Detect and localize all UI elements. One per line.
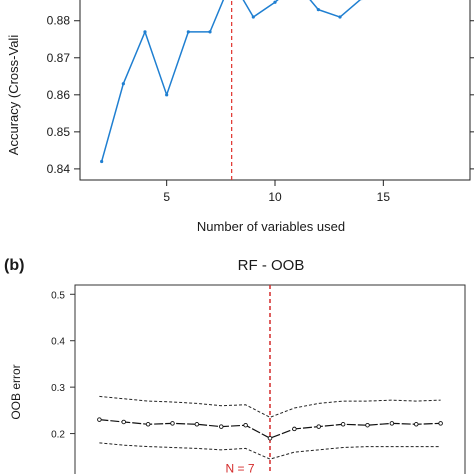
panel-b-y-axis: 0.50.40.30.20.1: [51, 290, 75, 441]
panel-a-data-point: [121, 82, 125, 86]
panel-b-data-point: [121, 419, 126, 425]
panel-b-y-tick-label: 0.5: [51, 290, 65, 301]
panel-b-mean-line: [99, 419, 441, 439]
panel-b-y-tick-label: 0.2: [51, 430, 65, 441]
panel-b-y-tick-label: 0.3: [51, 383, 65, 394]
panel-a-y-axis: 0.84 0.85 0.86 0.87 0.88: [47, 14, 474, 176]
panel-a-x-tick-label: 5: [163, 190, 170, 204]
panel-a-x-tick-label: 15: [377, 190, 391, 204]
panel-b-data-point: [145, 422, 151, 427]
panel-a-y-tick-label: 0.86: [47, 88, 71, 102]
panel-a-y-tick-label: 0.87: [47, 51, 71, 65]
panel-a-data-point: [143, 30, 147, 34]
panel-b-data-point: [194, 422, 200, 427]
panel-b-y-axis-label: OOB error: [9, 364, 23, 419]
panel-b-annotation: N = 7: [225, 461, 254, 474]
panel-a-accuracy-series: [100, 0, 363, 164]
panel-a-y-tick-label: 0.84: [47, 162, 71, 176]
panel-b-data-point: [170, 421, 175, 426]
panel-b-oob-series: [97, 395, 443, 460]
panel-a-data-point: [316, 8, 320, 12]
panel-a-data-point: [100, 159, 104, 164]
panel-b-data-point: [316, 424, 322, 429]
panel-a-data-point: [186, 30, 190, 34]
panel-b-data-point: [97, 417, 102, 422]
panel-a-data-point: [251, 15, 255, 19]
panel-b-data-point: [365, 422, 370, 428]
panel-a-data-point: [273, 0, 277, 4]
panel-b-oob-chart: (b) RF - OOB 0.50.40.30.20.1 N = 7 OOB e…: [4, 257, 466, 474]
panel-b-data-point: [243, 422, 248, 428]
panel-a-data-point: [165, 93, 169, 97]
panel-b-data-point: [267, 435, 273, 441]
panel-a-x-axis: 5 10 15: [163, 180, 390, 204]
panel-b-title: RF - OOB: [238, 257, 305, 274]
panel-a-y-tick-label: 0.85: [47, 125, 71, 139]
panel-a-x-axis-label: Number of variables used: [197, 219, 345, 234]
panel-b-data-point: [292, 426, 297, 432]
panel-b-data-point: [438, 421, 443, 426]
panel-b-y-tick-label: 0.4: [51, 337, 65, 348]
panel-a-y-axis-label: Accuracy (Cross-Vali: [6, 35, 21, 156]
panel-a-cross-validation-chart: 0.84 0.85 0.86 0.87 0.88 5 10 15 Accuracy (Cro…: [6, 0, 474, 234]
panel-a-data-point: [338, 15, 342, 19]
panel-a-data-point: [208, 30, 212, 34]
panel-b-bound-line: [99, 442, 441, 460]
panel-b-letter: (b): [4, 257, 24, 274]
panel-b-data-point: [340, 422, 346, 427]
panel-a-plot-border: [79, 0, 471, 181]
panel-b-bound-line: [99, 395, 441, 418]
panel-b-data-point: [389, 421, 395, 426]
panel-a-plot-frame: [79, 0, 471, 181]
panel-b-data-point: [414, 422, 419, 427]
panel-b-data-point: [218, 424, 224, 429]
panel-a-y-tick-label: 0.88: [47, 14, 71, 28]
panel-a-x-tick-label: 10: [268, 190, 282, 204]
